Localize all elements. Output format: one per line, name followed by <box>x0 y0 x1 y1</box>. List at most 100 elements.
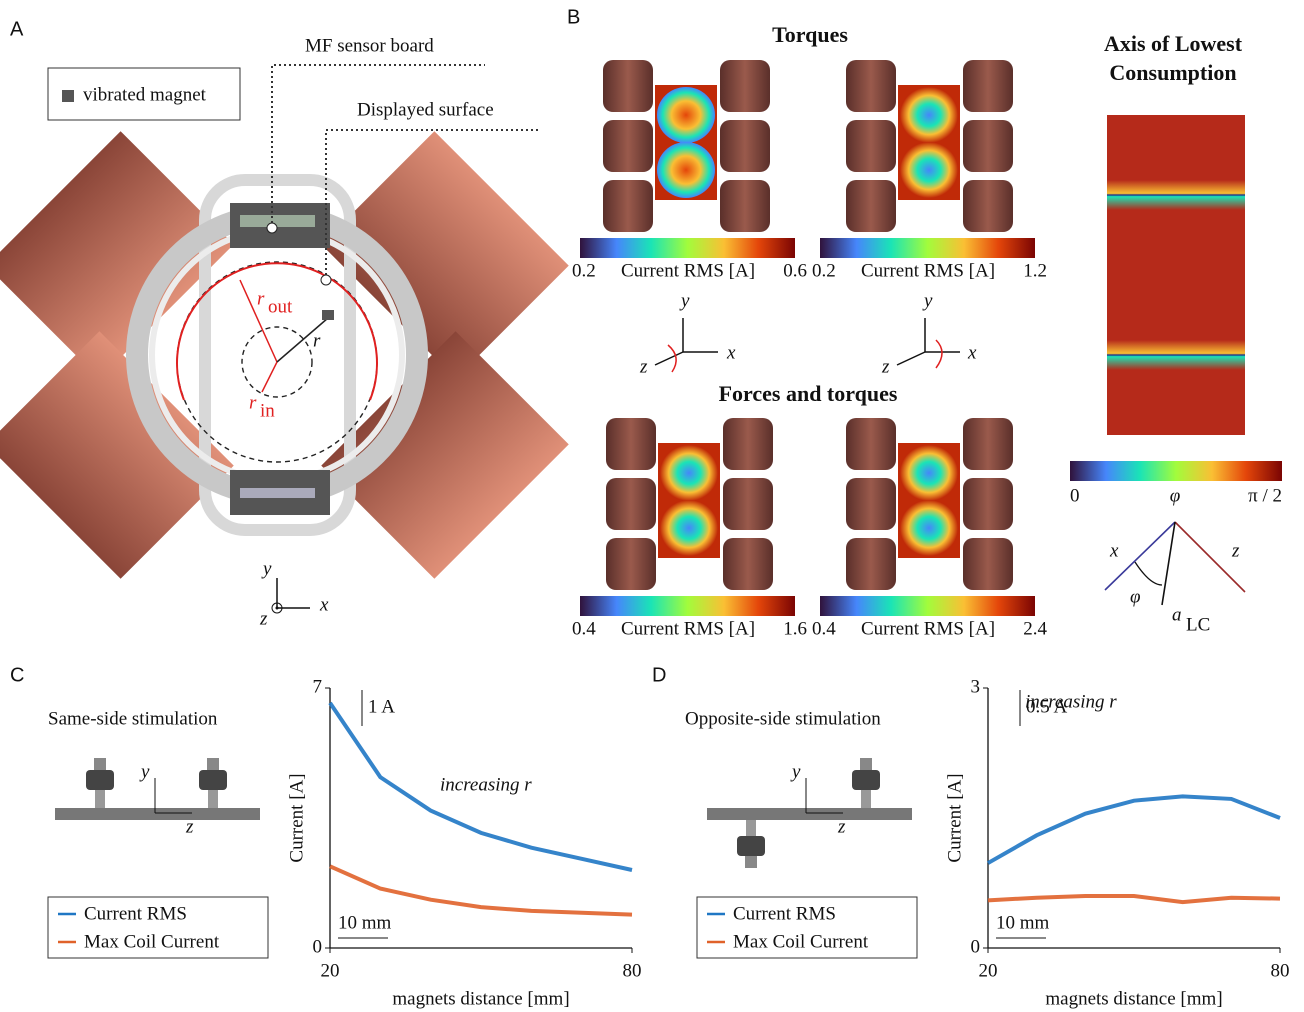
heatmap-spot <box>900 87 958 143</box>
x-tick-label: 20 <box>321 960 340 981</box>
axis-label: x <box>967 342 977 363</box>
coil <box>963 418 1013 470</box>
coil <box>963 180 1013 232</box>
colorbar-label: Current RMS [A] <box>861 260 995 281</box>
colorbar <box>580 596 795 616</box>
axis-label: z <box>1231 540 1240 561</box>
axis-label: φ <box>1130 586 1141 607</box>
symbol: r <box>249 392 257 413</box>
symbol: r <box>257 288 265 309</box>
axis-label: z <box>837 816 846 837</box>
annotation: 1 A <box>368 696 395 717</box>
x-axis-label: magnets distance [mm] <box>392 988 569 1009</box>
heatmap-spot <box>900 500 958 556</box>
axis-label: z <box>259 608 268 629</box>
x-tick-label: 20 <box>979 960 998 981</box>
colorbar-label: 0.4 <box>812 618 836 639</box>
legend-text: Max Coil Current <box>84 931 220 952</box>
heatmap-spot <box>657 87 715 143</box>
panel-label: C <box>10 664 24 686</box>
coil <box>846 60 896 112</box>
panel-label: B <box>567 6 580 28</box>
colorbar-label: φ <box>1170 485 1181 506</box>
heatmap-spot <box>900 142 958 198</box>
coil <box>720 60 770 112</box>
colorbar-label: 1.6 <box>783 618 807 639</box>
coil <box>606 478 656 530</box>
callout: MF sensor board <box>305 35 434 56</box>
colorbar-label: Current RMS [A] <box>621 618 755 639</box>
colorbar-label: π / 2 <box>1248 485 1282 506</box>
coil <box>963 478 1013 530</box>
panel-title: Same-side stimulation <box>48 708 218 729</box>
axis-label: y <box>790 761 801 782</box>
coil <box>723 478 773 530</box>
coil <box>963 538 1013 590</box>
heatmap-spot <box>900 445 958 501</box>
coil <box>963 120 1013 172</box>
axis-label: x <box>726 342 736 363</box>
colorbar-label: Current RMS [A] <box>621 260 755 281</box>
colorbar-label: Current RMS [A] <box>861 618 995 639</box>
colorbar-label: 0.2 <box>572 260 596 281</box>
legend-text: vibrated magnet <box>83 84 207 105</box>
colorbar-label: 0.4 <box>572 618 596 639</box>
colorbar-label: 0 <box>1070 485 1080 506</box>
axis-label: z <box>881 356 890 377</box>
panel-label: D <box>652 664 666 686</box>
line <box>330 866 632 914</box>
axis-label: z <box>639 356 648 377</box>
axis-label: y <box>922 290 933 311</box>
coil <box>723 538 773 590</box>
colorbar-label: 2.4 <box>1023 618 1047 639</box>
axis-label: a <box>1172 604 1182 625</box>
y-tick-label: 7 <box>313 676 323 697</box>
coil <box>723 418 773 470</box>
x-axis-label: magnets distance [mm] <box>1045 988 1222 1009</box>
coil <box>846 418 896 470</box>
coil <box>603 120 653 172</box>
subtitle: Forces and torques <box>719 381 898 406</box>
coil <box>846 120 896 172</box>
heatmap-spot <box>657 142 715 198</box>
coil <box>720 120 770 172</box>
y-tick-label: 3 <box>971 676 981 697</box>
y-axis-label: Current [A] <box>944 773 965 862</box>
axis-label: z <box>185 816 194 837</box>
coil <box>606 418 656 470</box>
colorbar-label: 0.6 <box>783 260 807 281</box>
heatmap-spot <box>660 500 718 556</box>
symbol-sub: in <box>260 400 275 421</box>
legend-text: Current RMS <box>84 903 187 924</box>
axis-label-sub: LC <box>1186 614 1210 635</box>
colorbar-label: 1.2 <box>1023 260 1047 281</box>
heatmap-spot <box>660 445 718 501</box>
panel-title: Opposite-side stimulation <box>685 708 881 729</box>
coil <box>963 60 1013 112</box>
axes-triad <box>655 318 960 372</box>
symbol-sub: out <box>268 296 293 317</box>
colorbar-label: 0.2 <box>812 260 836 281</box>
coil <box>846 180 896 232</box>
coil <box>720 180 770 232</box>
axis-label: y <box>261 558 272 579</box>
colorbar <box>580 238 795 258</box>
annotation: 0.5 A <box>1026 696 1067 717</box>
coil <box>846 538 896 590</box>
coil <box>846 478 896 530</box>
subtitle: Consumption <box>1109 60 1236 85</box>
coil <box>606 538 656 590</box>
line <box>988 896 1280 902</box>
lc-map <box>1070 115 1282 605</box>
symbol: r <box>313 330 321 351</box>
axis-label: x <box>1109 540 1119 561</box>
figure: A vibrated magnet MF sensor board Displa… <box>0 0 1304 1012</box>
legend-text: Max Coil Current <box>733 931 869 952</box>
axis-label: x <box>319 594 329 615</box>
callout: Displayed surface <box>357 99 494 120</box>
panel-label: A <box>10 18 24 40</box>
line <box>988 796 1280 863</box>
annotation: 10 mm <box>996 912 1050 933</box>
colorbar <box>820 596 1035 616</box>
